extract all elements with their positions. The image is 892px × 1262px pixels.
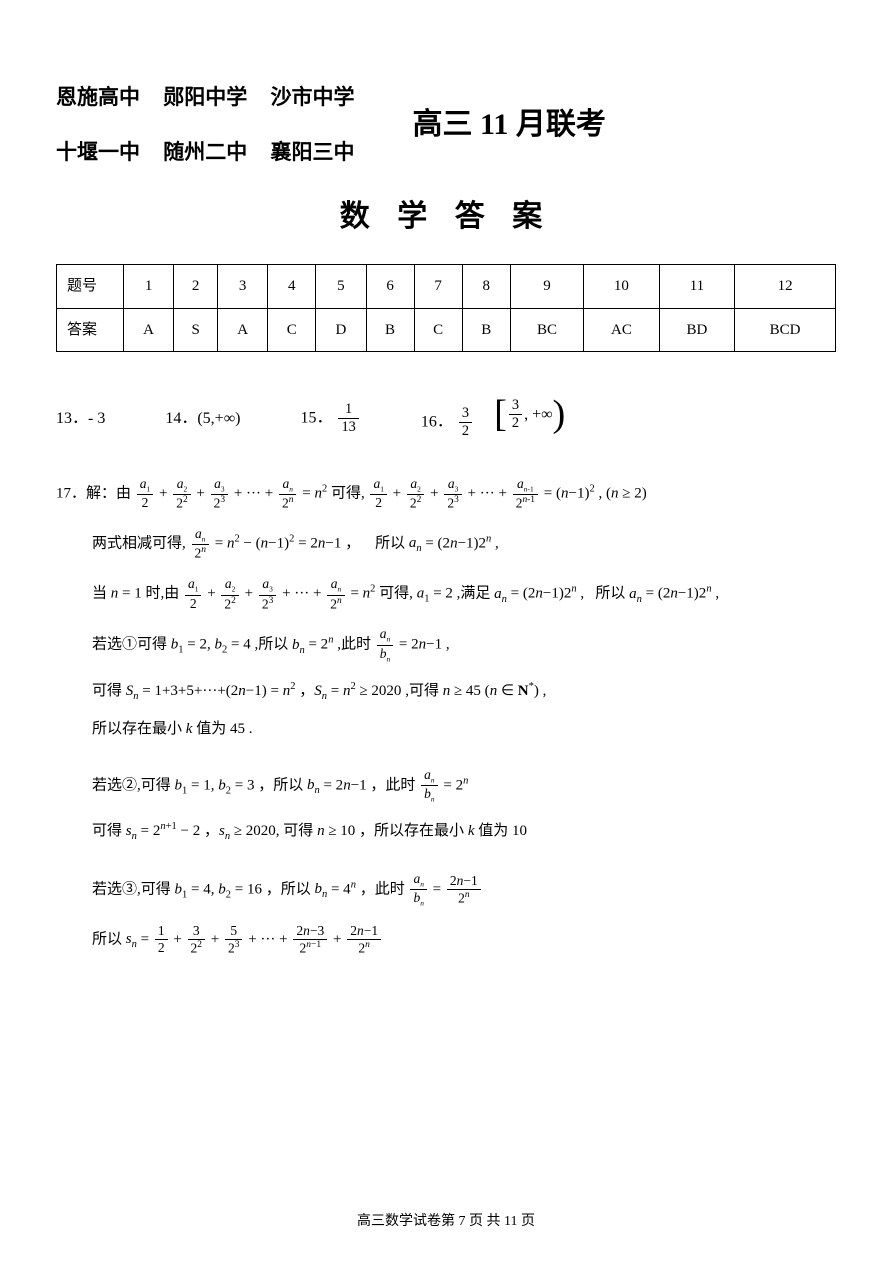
text: ，所以存在最小 (359, 823, 464, 839)
text: 可得 (92, 823, 122, 839)
solution-line: 可得 Sn = 1+3+5+···+(2n−1) = n2 ，Sn = n2 ≥… (92, 679, 836, 705)
solution-line: 若选③,可得 b1 = 4, b2 = 16 ，所以 bn = 4n ，此时 a… (92, 871, 836, 909)
page-footer: 高三数学试卷第 7 页 共 11 页 (0, 1211, 892, 1232)
fraction-1-13: 113 (338, 401, 358, 437)
school-name: 郧阳中学 (163, 85, 247, 109)
answer: A (218, 308, 268, 352)
text: ,此时 (337, 637, 371, 653)
text: ,可得 (405, 683, 439, 699)
solution-line: 两式相减可得, an2n = n2 − (n−1)2 = 2n−1 ， 所以 a… (92, 526, 836, 562)
fraction-3-2: 32 (459, 405, 472, 441)
school-name: 襄阳三中 (271, 140, 355, 164)
answer: S (174, 308, 218, 352)
solution-line: 当 n = 1 时,由 a12 + a222 + a323 + ··· + an… (92, 576, 836, 612)
table-row: 题号 1 2 3 4 5 6 7 8 9 10 11 12 (57, 265, 836, 309)
text: ，所以 (266, 881, 311, 897)
solution-17: 17．解：由 a12 + a222 + a323 + ··· + an2n = … (56, 476, 836, 957)
answer: A (124, 308, 174, 352)
answer: C (414, 308, 462, 352)
qnum: 3 (218, 265, 268, 309)
qnum: 9 (510, 265, 583, 309)
qnum: 2 (174, 265, 218, 309)
qnum: 12 (735, 265, 836, 309)
solution-line: 17．解：由 a12 + a222 + a323 + ··· + an2n = … (56, 476, 836, 512)
answer-table: 题号 1 2 3 4 5 6 7 8 9 10 11 12 答案 A S A C… (56, 264, 836, 352)
qnum: 10 (584, 265, 659, 309)
text: 当 (92, 586, 107, 602)
subject-title: 数 学 答 案 (56, 194, 836, 239)
text: 若选③,可得 (92, 881, 171, 897)
qnum: 11 (659, 265, 734, 309)
qnum: 5 (316, 265, 366, 309)
table-row: 答案 A S A C D B C B BC AC BD BCD (57, 308, 836, 352)
answer: BCD (735, 308, 836, 352)
row-header-q: 题号 (57, 265, 124, 309)
school-name: 十堰一中 (56, 140, 140, 164)
q16-label: 16． (421, 413, 453, 430)
text: 时,由 (145, 586, 179, 602)
qnum: 8 (462, 265, 510, 309)
school-name: 恩施高中 (56, 85, 140, 109)
answer: D (316, 308, 366, 352)
answer: C (268, 308, 316, 352)
text: 17．解：由 (56, 485, 131, 501)
school-name: 随州二中 (163, 140, 247, 164)
q16: 16． 32 [32, +∞) (421, 397, 565, 440)
solution-line: 可得 sn = 2n+1 − 2 ，sn ≥ 2020, 可得 n ≥ 10 ，… (92, 819, 836, 845)
qnum: 4 (268, 265, 316, 309)
schools-row-2: 十堰一中 随州二中 襄阳三中 (56, 125, 373, 180)
solution-line: 所以 sn = 12 + 322 + 523 + ··· + 2n−32n−1 … (92, 923, 836, 957)
answer: AC (584, 308, 659, 352)
text: 所以 (595, 586, 625, 602)
fill-answers-row: 13．- 3 14．(5,+∞) 15． 113 16． 32 [32, +∞) (56, 397, 836, 440)
answer: BD (659, 308, 734, 352)
text: 所以 (375, 535, 405, 551)
schools-row-1: 恩施高中 郧阳中学 沙市中学 (56, 70, 373, 125)
answer: B (462, 308, 510, 352)
solution-line: 所以存在最小 k 值为 45 . (92, 718, 836, 741)
qnum: 1 (124, 265, 174, 309)
solution-line: 若选②,可得 b1 = 1, b2 = 3 ，所以 bn = 2n−1 ，此时 … (92, 767, 836, 805)
text: ，此时 (360, 881, 405, 897)
solution-line: 若选①可得 b1 = 2, b2 = 4 ,所以 bn = 2n ,此时 anb… (92, 626, 836, 664)
answer: BC (510, 308, 583, 352)
header: 恩施高中 郧阳中学 沙市中学 十堰一中 随州二中 襄阳三中 高三 11 月联考 (56, 70, 836, 179)
school-list: 恩施高中 郧阳中学 沙市中学 十堰一中 随州二中 襄阳三中 (56, 70, 373, 179)
exam-title: 高三 11 月联考 (413, 102, 606, 147)
q15-label: 15． (300, 410, 332, 427)
school-name: 沙市中学 (271, 85, 355, 109)
interval: [32, +∞) (494, 397, 565, 433)
text: 可得, (331, 485, 365, 501)
text: 值为 10 (478, 823, 527, 839)
answer: B (366, 308, 414, 352)
q14: 14．(5,+∞) (165, 407, 240, 431)
text: ，此时 (370, 777, 415, 793)
text: 值为 45 . (196, 721, 252, 737)
q15: 15． 113 (300, 401, 360, 437)
text: ,所以 (254, 637, 288, 653)
text: 所以 (92, 931, 122, 947)
text: 可得, (379, 586, 413, 602)
text: 可得 (92, 683, 122, 699)
qnum: 6 (366, 265, 414, 309)
text: ,满足 (457, 586, 491, 602)
qnum: 7 (414, 265, 462, 309)
text: 两式相减可得, (92, 535, 186, 551)
row-header-a: 答案 (57, 308, 124, 352)
text: 可得 (283, 823, 313, 839)
text: 所以存在最小 (92, 721, 182, 737)
text: ，所以 (258, 777, 303, 793)
q13: 13．- 3 (56, 407, 105, 431)
text: 若选①可得 (92, 637, 167, 653)
text: 若选②,可得 (92, 777, 171, 793)
